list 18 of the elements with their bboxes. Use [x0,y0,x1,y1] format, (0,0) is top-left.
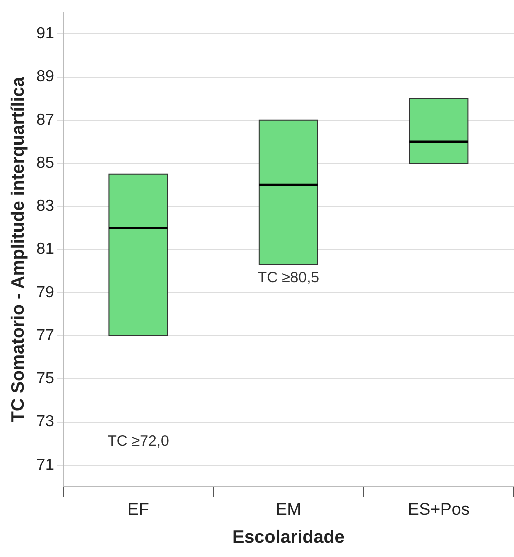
y-tick-label: 85 [36,154,54,172]
x-axis-title: Escolaridade [232,527,345,548]
y-axis-title: TC Somatorio - Amplitude interquartílica [8,76,28,422]
y-tick-label: 71 [36,456,54,474]
annotation: TC ≥80,5 [258,269,320,286]
y-tick-label: 83 [36,198,54,216]
y-tick-label: 73 [36,414,54,431]
y-tick-label: 89 [36,68,54,86]
y-tick-label: 75 [36,370,54,388]
y-tick-label: 79 [36,284,54,302]
x-tick-label: EF [128,500,150,519]
y-tick-label: 81 [36,241,54,258]
y-tick-label: 77 [36,327,54,344]
y-tick-label: 87 [36,112,54,129]
x-tick-label: EM [276,500,302,519]
y-tick-label: 91 [36,26,54,43]
annotation: TC ≥72,0 [108,433,170,450]
x-tick-label: ES+Pos [408,500,470,519]
